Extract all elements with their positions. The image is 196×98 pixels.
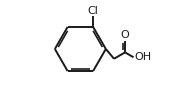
Text: OH: OH [134, 52, 151, 62]
Text: Cl: Cl [88, 6, 99, 16]
Text: O: O [121, 30, 129, 40]
